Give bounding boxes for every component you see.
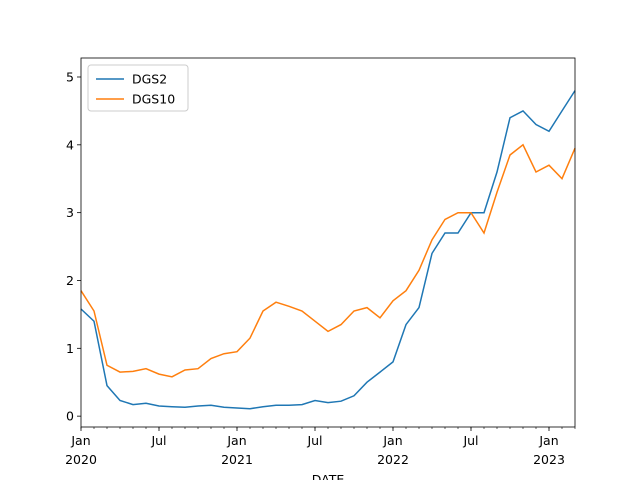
- x-tick-label: Jul: [150, 433, 166, 448]
- x-tick-year: 2021: [221, 452, 253, 467]
- x-tick-label: Jul: [462, 433, 478, 448]
- x-tick-year: 2023: [533, 452, 565, 467]
- plot-frame: [80, 57, 576, 428]
- x-tick-year: 2020: [65, 452, 97, 467]
- x-tick-label: Jan: [70, 433, 90, 448]
- y-tick-label: 4: [66, 137, 74, 152]
- legend-label: DGS10: [132, 92, 175, 107]
- x-tick-label: Jul: [306, 433, 322, 448]
- y-tick-label: 5: [66, 69, 74, 84]
- y-tick-label: 2: [66, 273, 74, 288]
- x-tick-year: 2022: [377, 452, 409, 467]
- line-series: [80, 143, 576, 378]
- y-tick-label: 0: [66, 409, 74, 424]
- x-axis-label: DATE: [312, 472, 345, 480]
- legend-label: DGS2: [132, 72, 167, 87]
- line-series: [80, 90, 576, 410]
- y-tick-label: 3: [66, 205, 74, 220]
- y-tick-label: 1: [66, 341, 74, 356]
- x-tick-label: Jan: [382, 433, 402, 448]
- x-tick-label: Jan: [538, 433, 558, 448]
- x-tick-label: Jan: [226, 433, 246, 448]
